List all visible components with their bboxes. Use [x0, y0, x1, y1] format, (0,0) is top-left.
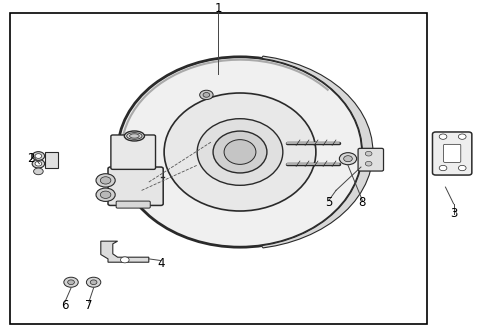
Text: 8: 8: [359, 196, 366, 209]
Circle shape: [344, 156, 352, 162]
Circle shape: [90, 280, 97, 285]
Circle shape: [32, 159, 45, 168]
Circle shape: [34, 168, 43, 175]
Circle shape: [339, 153, 357, 165]
Circle shape: [96, 188, 115, 201]
Circle shape: [68, 280, 74, 285]
Circle shape: [64, 277, 78, 287]
Text: 3: 3: [450, 207, 457, 220]
Polygon shape: [261, 56, 373, 248]
Circle shape: [100, 177, 111, 184]
Text: 1: 1: [215, 2, 222, 15]
FancyBboxPatch shape: [108, 167, 163, 205]
Ellipse shape: [197, 119, 283, 185]
Polygon shape: [101, 241, 149, 262]
Text: 7: 7: [85, 299, 93, 312]
Text: 6: 6: [61, 299, 69, 312]
FancyBboxPatch shape: [444, 144, 461, 162]
Circle shape: [203, 93, 210, 97]
Circle shape: [120, 257, 129, 263]
Ellipse shape: [118, 57, 362, 247]
Circle shape: [365, 161, 372, 166]
Circle shape: [35, 161, 42, 166]
FancyBboxPatch shape: [432, 132, 472, 175]
Circle shape: [458, 134, 466, 139]
Circle shape: [365, 151, 372, 156]
Circle shape: [458, 165, 466, 171]
Text: 4: 4: [157, 258, 165, 271]
FancyBboxPatch shape: [358, 148, 384, 171]
Ellipse shape: [213, 131, 267, 173]
Circle shape: [100, 191, 111, 198]
Ellipse shape: [164, 93, 316, 211]
Circle shape: [86, 277, 101, 287]
Ellipse shape: [130, 134, 139, 138]
Circle shape: [35, 154, 42, 158]
Bar: [10, 13, 427, 324]
FancyBboxPatch shape: [116, 201, 150, 208]
Bar: [45, 152, 58, 168]
Circle shape: [439, 134, 447, 139]
Text: 2: 2: [27, 152, 35, 165]
FancyBboxPatch shape: [111, 135, 156, 169]
Ellipse shape: [124, 131, 144, 141]
Circle shape: [96, 174, 115, 187]
Ellipse shape: [224, 140, 256, 164]
Circle shape: [32, 152, 45, 160]
Text: 5: 5: [325, 196, 333, 209]
Circle shape: [439, 165, 447, 171]
Circle shape: [200, 90, 213, 100]
Ellipse shape: [218, 135, 262, 169]
